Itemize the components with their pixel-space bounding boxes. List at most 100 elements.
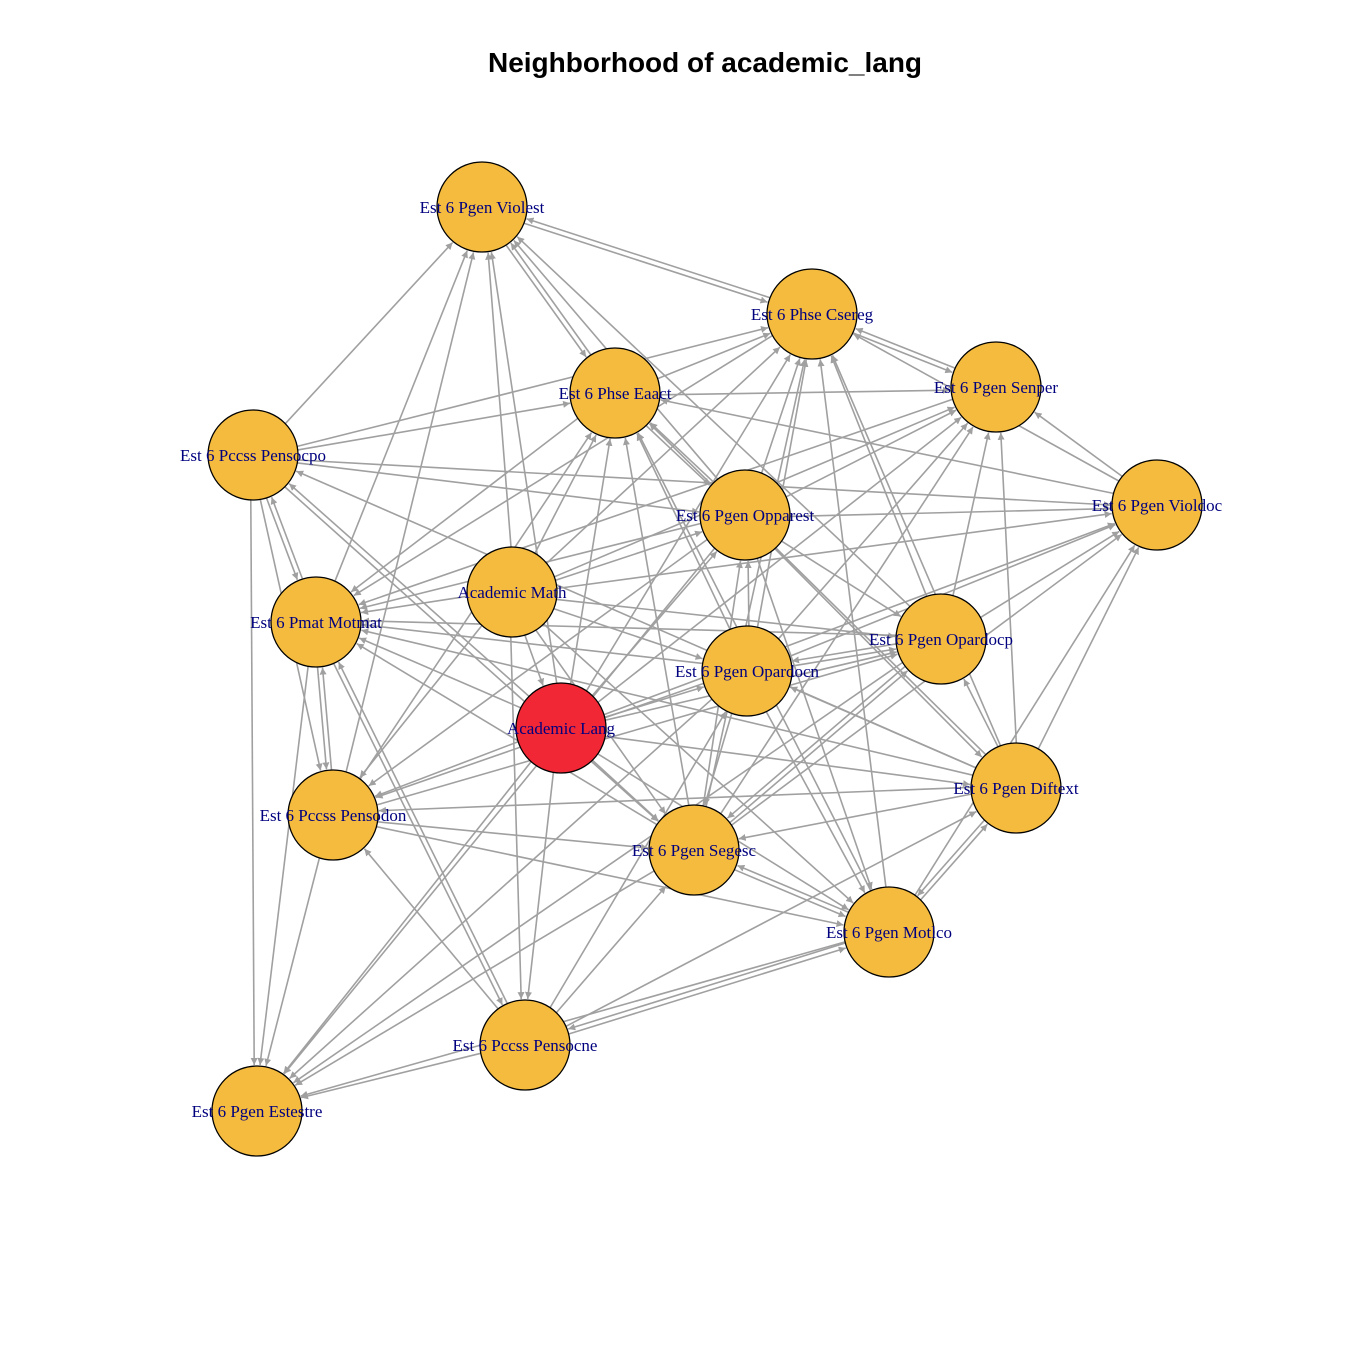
edge-opparest-to-pensodon bbox=[368, 538, 708, 787]
node-circle-opardocn bbox=[701, 625, 793, 717]
node-label-motlco: Est 6 Pgen Motlco bbox=[826, 923, 952, 942]
node-circle-violdoc bbox=[1111, 459, 1203, 551]
node-eaact: Est 6 Phse Eaact bbox=[559, 347, 672, 439]
edge-diftext-to-motmat bbox=[361, 628, 973, 776]
edge-opardocn-to-opparest bbox=[744, 560, 752, 627]
page-title: Neighborhood of academic_lang bbox=[488, 47, 922, 78]
edge-motmat-to-estestre bbox=[257, 666, 309, 1066]
edge-opardocp-to-csereg bbox=[830, 355, 928, 597]
edge-segesc-to-csereg bbox=[705, 359, 807, 807]
edge-acmath-to-pensodon bbox=[359, 624, 483, 779]
edge-opardocn-to-senper bbox=[777, 422, 969, 640]
node-opardocp: Est 6 Pgen Opardocp bbox=[869, 593, 1013, 685]
edge-pensodon-to-motlco bbox=[376, 825, 844, 927]
edge-senper-to-motmat bbox=[358, 398, 953, 606]
node-label-csereg: Est 6 Phse Csereg bbox=[751, 305, 874, 324]
edge-acmath-to-csereg bbox=[546, 346, 781, 564]
node-motlco: Est 6 Pgen Motlco bbox=[826, 886, 952, 978]
edge-aclang-to-senper bbox=[597, 416, 962, 703]
edge-acmath-to-opardocn bbox=[553, 607, 703, 660]
edge-pensocpo-to-eaact bbox=[297, 400, 571, 451]
edge-diftext-to-motlco bbox=[917, 819, 985, 897]
node-circle-pensocne bbox=[479, 999, 571, 1091]
edge-opparest-to-diftext bbox=[774, 548, 983, 758]
edge-pensocne-to-pensodon bbox=[363, 848, 499, 1010]
edge-violdoc-to-senper bbox=[1034, 411, 1123, 478]
edge-diftext-to-violdoc bbox=[1037, 546, 1140, 750]
edge-acmath-to-violest bbox=[485, 252, 512, 547]
edge-motmat-to-pensocpo bbox=[270, 496, 304, 580]
node-circle-acmath bbox=[466, 546, 558, 638]
edge-pensocne-to-segesc bbox=[555, 885, 667, 1014]
edge-aclang-to-motmat bbox=[358, 637, 522, 709]
node-label-diftext: Est 6 Pgen Diftext bbox=[953, 779, 1078, 798]
edge-acmath-to-violdoc bbox=[556, 511, 1112, 590]
node-circle-pensocpo bbox=[207, 409, 299, 501]
node-diftext: Est 6 Pgen Diftext bbox=[953, 742, 1079, 834]
node-label-violdoc: Est 6 Pgen Violdoc bbox=[1092, 496, 1223, 515]
node-motmat: Est 6 Pmat Motmat bbox=[250, 576, 382, 668]
edge-pensocne-to-estestre bbox=[300, 1052, 481, 1100]
edge-opardocn-to-motmat bbox=[361, 622, 703, 665]
edge-opparest-to-violdoc bbox=[789, 505, 1112, 518]
edge-pensocpo-to-estestre bbox=[250, 499, 258, 1066]
edges-layer bbox=[250, 217, 1140, 1100]
edge-segesc-to-motlco bbox=[734, 868, 846, 918]
edge-pensocpo-to-violdoc bbox=[297, 459, 1111, 509]
node-circle-diftext bbox=[970, 742, 1062, 834]
edge-motlco-to-diftext bbox=[920, 823, 988, 901]
edge-opardocn-to-eaact bbox=[636, 433, 731, 630]
edge-opardocp-to-senper bbox=[952, 432, 991, 596]
edge-diftext-to-opardocn bbox=[789, 686, 977, 769]
node-label-eaact: Est 6 Phse Eaact bbox=[559, 384, 672, 403]
edge-motmat-to-pensodon bbox=[316, 666, 330, 770]
edge-segesc-to-opardocp bbox=[729, 670, 909, 824]
nodes-layer: Est 6 Pgen Violest Est 6 Phse Csereg Est 6… bbox=[180, 161, 1223, 1157]
edge-violest-to-csereg bbox=[523, 222, 768, 304]
edge-acmath-to-opardocp bbox=[556, 598, 896, 640]
edge-csereg-to-motmat bbox=[353, 334, 773, 597]
node-circle-pensodon bbox=[287, 769, 379, 861]
edge-segesc-to-estestre bbox=[294, 870, 655, 1086]
edge-opparest-to-opardocp bbox=[781, 540, 902, 618]
edge-eaact-to-motmat bbox=[350, 417, 579, 593]
edge-opardocn-to-motlco bbox=[765, 711, 866, 894]
node-opparest: Est 6 Pgen Opparest bbox=[676, 469, 814, 561]
edge-pensodon-to-opardocp bbox=[376, 652, 898, 806]
edge-pensocne-to-motmat bbox=[337, 661, 509, 1004]
node-label-estestre: Est 6 Pgen Estestre bbox=[192, 1102, 323, 1121]
edge-aclang-to-violdoc bbox=[603, 522, 1116, 716]
edge-pensocpo-to-opparest bbox=[297, 462, 700, 515]
edge-violdoc-to-eaact bbox=[660, 397, 1114, 495]
node-pensocpo: Est 6 Pccss Pensocpo bbox=[180, 409, 326, 501]
node-circle-senper bbox=[950, 341, 1042, 433]
node-label-motmat: Est 6 Pmat Motmat bbox=[250, 613, 382, 632]
edge-pensocpo-to-csereg bbox=[297, 326, 769, 448]
node-label-opardocp: Est 6 Pgen Opardocp bbox=[869, 630, 1013, 649]
edge-opardocp-to-violest bbox=[516, 236, 911, 607]
edge-motlco-to-segesc bbox=[737, 864, 849, 914]
node-circle-segesc bbox=[648, 804, 740, 896]
edge-diftext-to-eaact bbox=[648, 422, 987, 756]
edge-pensocne-to-diftext bbox=[565, 810, 977, 1028]
node-circle-motlco bbox=[843, 886, 935, 978]
edge-aclang-to-eaact bbox=[569, 438, 613, 685]
edge-diftext-to-senper bbox=[997, 432, 1018, 743]
edge-diftext-to-segesc bbox=[738, 793, 972, 841]
edge-aclang-to-diftext bbox=[605, 735, 971, 788]
edge-acmath-to-pensocne bbox=[510, 637, 525, 1000]
edge-acmath-to-motlco bbox=[543, 623, 854, 904]
edge-motmat-to-violest bbox=[334, 250, 468, 582]
edge-aclang-to-csereg bbox=[585, 354, 791, 692]
edge-pensocpo-to-violest bbox=[284, 241, 454, 425]
node-circle-opparest bbox=[699, 469, 791, 561]
edge-acmath-to-motmat bbox=[360, 595, 468, 615]
edge-eaact-to-violest bbox=[510, 242, 592, 356]
node-violest: Est 6 Pgen Violest bbox=[420, 161, 545, 253]
edge-opardocn-to-opardocp bbox=[791, 646, 897, 667]
edge-pensodon-to-motmat bbox=[319, 667, 333, 771]
edge-eaact-to-opparest bbox=[645, 425, 711, 486]
edge-pensocpo-to-motmat bbox=[265, 497, 299, 581]
edge-pensocne-to-motlco bbox=[568, 946, 847, 1035]
